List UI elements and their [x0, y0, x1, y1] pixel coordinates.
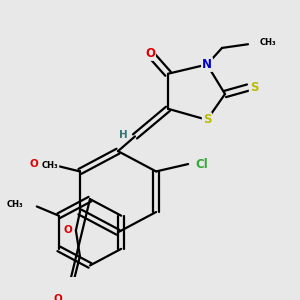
- Text: O: O: [64, 225, 72, 236]
- Text: S: S: [203, 113, 211, 126]
- Text: N: N: [202, 58, 212, 71]
- Text: CH₃: CH₃: [260, 38, 277, 47]
- Text: S: S: [250, 81, 258, 94]
- Text: O: O: [53, 294, 62, 300]
- Text: CH₃: CH₃: [6, 200, 23, 209]
- Text: O: O: [145, 47, 155, 60]
- Text: H: H: [118, 130, 127, 140]
- Text: CH₃: CH₃: [42, 161, 58, 170]
- Text: Cl: Cl: [196, 158, 208, 171]
- Text: O: O: [29, 159, 38, 169]
